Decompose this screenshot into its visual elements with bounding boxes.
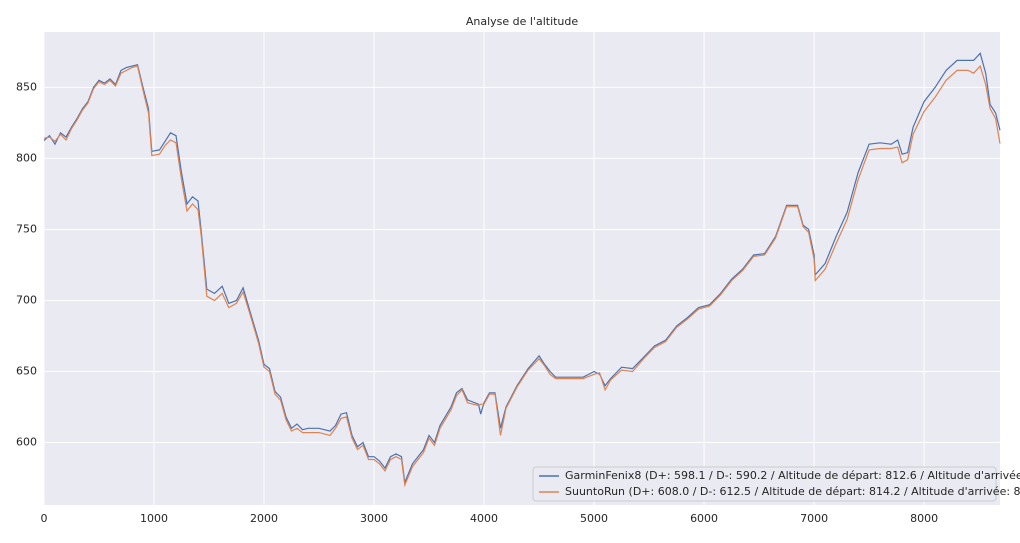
- x-tick-label: 7000: [800, 512, 828, 525]
- x-tick-label: 4000: [470, 512, 498, 525]
- chart-title: Analyse de l'altitude: [466, 15, 579, 28]
- legend-label: SuuntoRun (D+: 608.0 / D-: 612.5 / Altit…: [565, 485, 1020, 498]
- x-tick-label: 3000: [360, 512, 388, 525]
- series-line: [43, 64, 1001, 488]
- x-tick-label: 2000: [250, 512, 278, 525]
- y-tick-label: 600: [16, 436, 37, 449]
- x-tick-label: 6000: [690, 512, 718, 525]
- y-tick-label: 850: [16, 80, 37, 93]
- y-tick-label: 750: [16, 222, 37, 235]
- x-tick-label: 5000: [580, 512, 608, 525]
- legend: GarminFenix8 (D+: 598.1 / D-: 590.2 / Al…: [532, 466, 1020, 502]
- legend-label: GarminFenix8 (D+: 598.1 / D-: 590.2 / Al…: [565, 469, 1020, 482]
- y-tick-label: 800: [16, 151, 37, 164]
- y-tick-label: 650: [16, 364, 37, 377]
- plot-area: [44, 32, 1000, 505]
- x-tick-label: 1000: [140, 512, 168, 525]
- x-tick-label: 0: [41, 512, 48, 525]
- legend-box: [532, 466, 997, 502]
- y-tick-label: 700: [16, 293, 37, 306]
- x-tick-label: 8000: [910, 512, 938, 525]
